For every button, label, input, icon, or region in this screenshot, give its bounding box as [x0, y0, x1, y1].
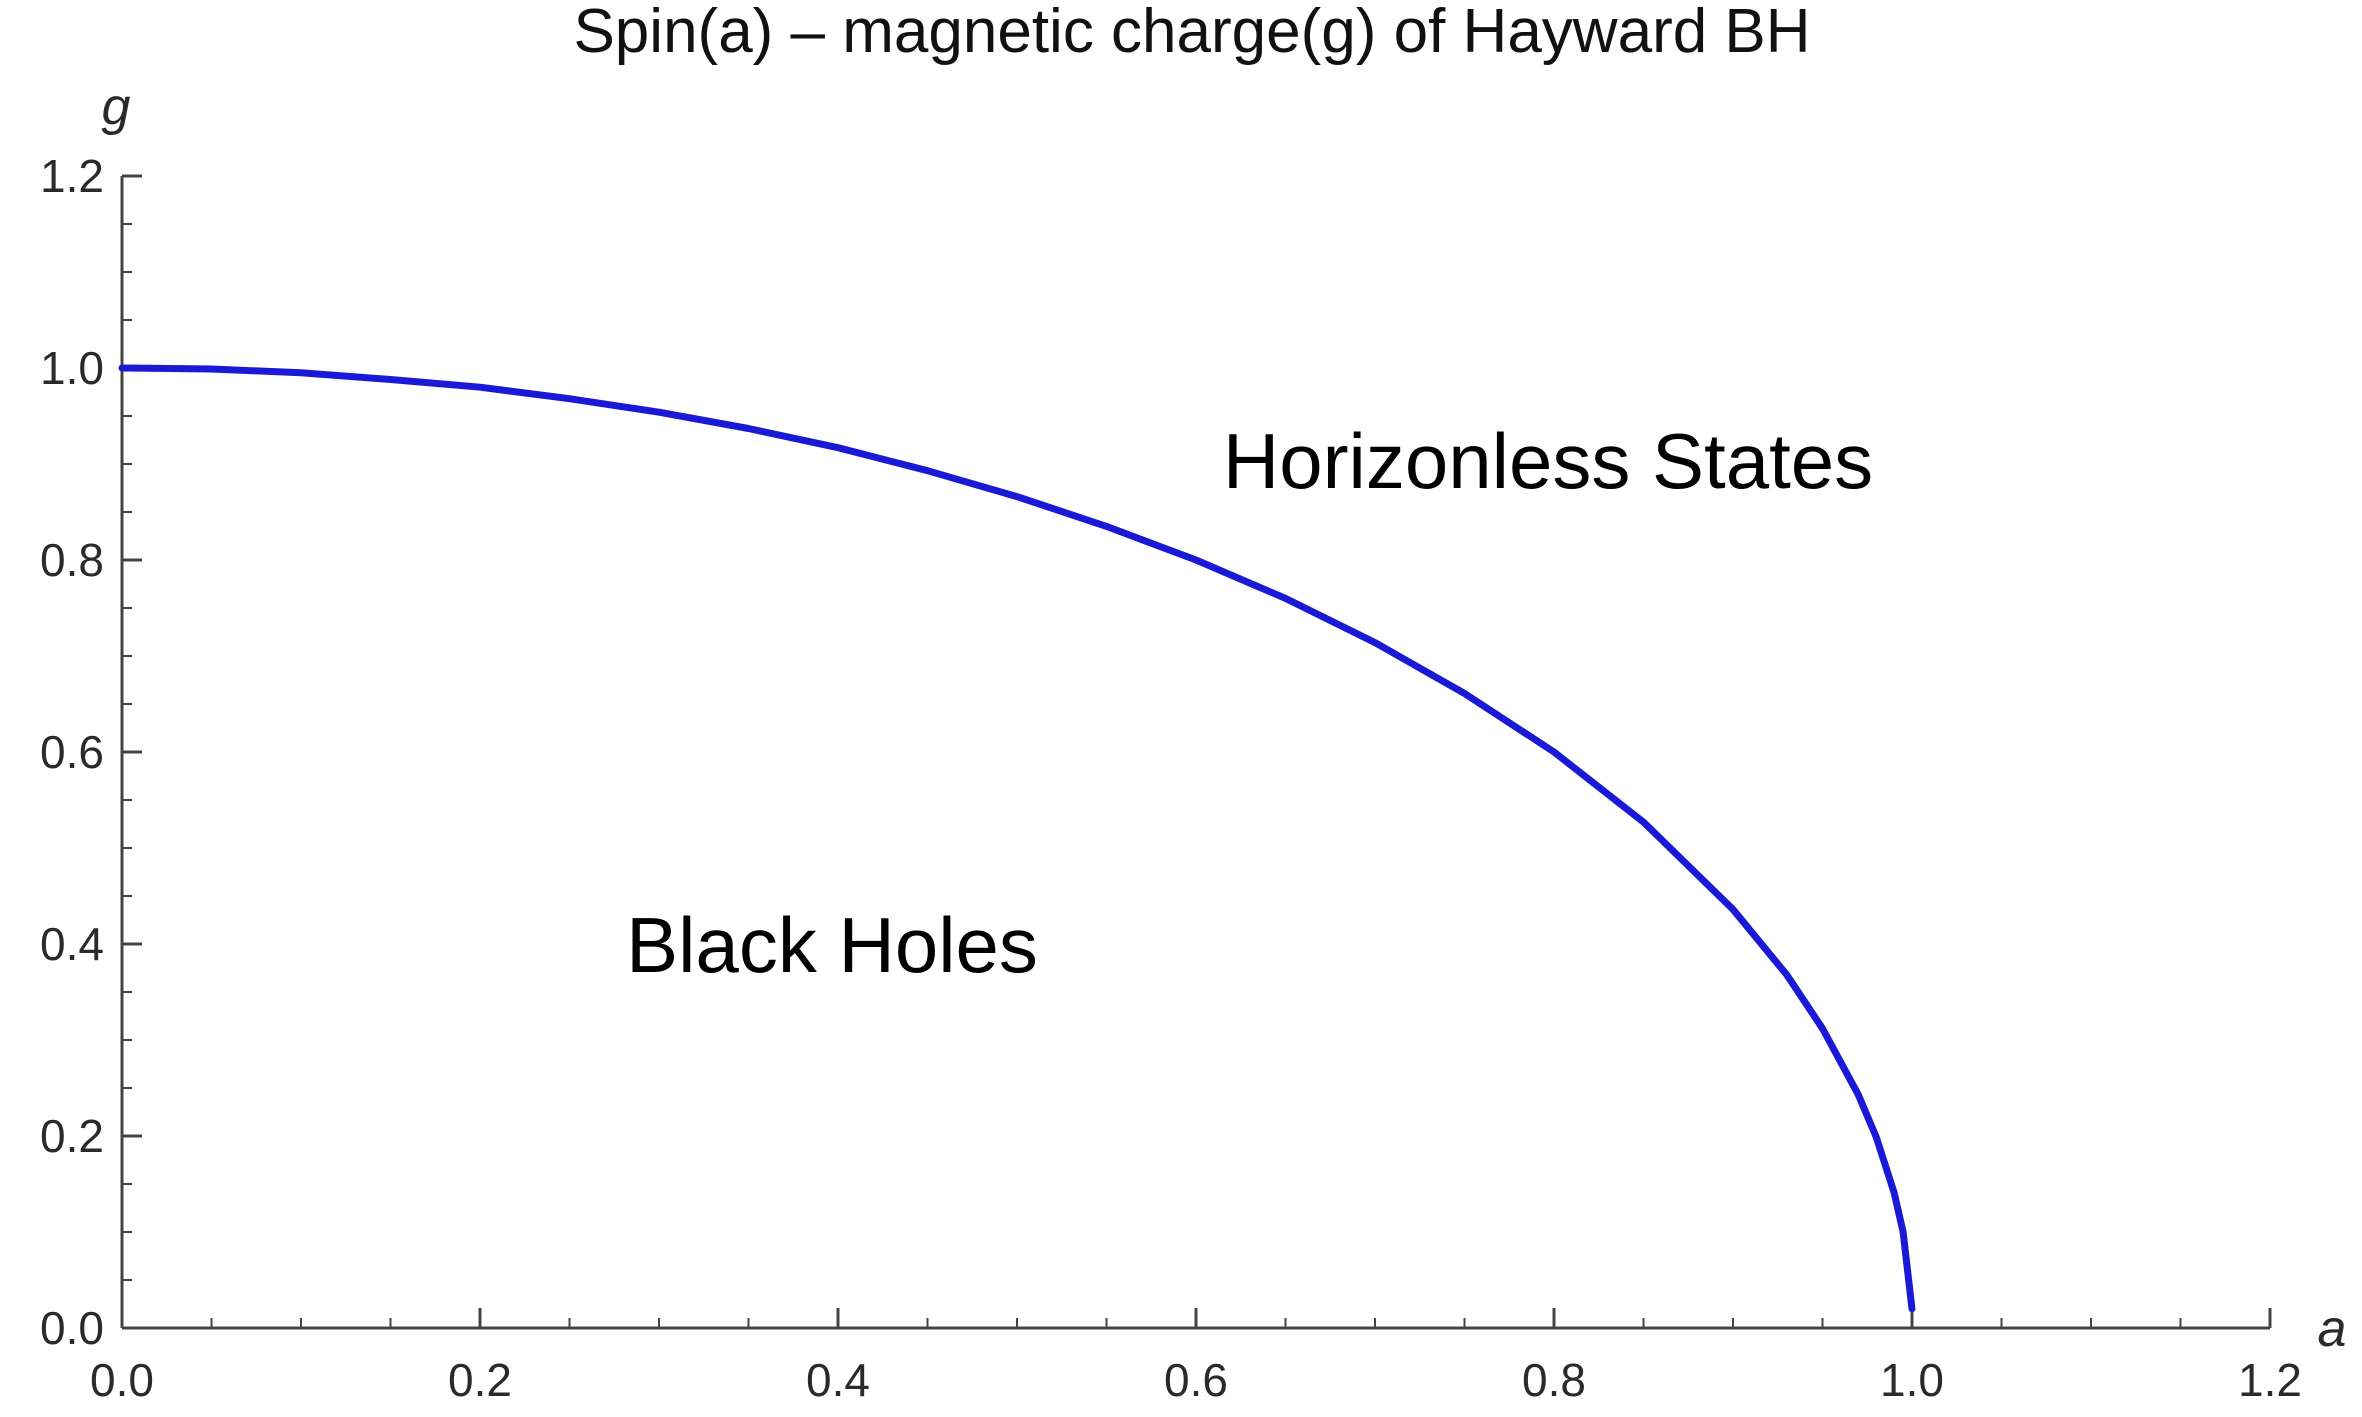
y-tick-label: 1.0 — [40, 342, 104, 394]
y-tick-label: 0.6 — [40, 726, 104, 778]
y-tick-label: 0.0 — [40, 1302, 104, 1354]
x-tick-label: 0.2 — [448, 1354, 512, 1406]
annotation-black-holes: Black Holes — [626, 901, 1038, 989]
chart-title: Spin(a) – magnetic charge(g) of Hayward … — [573, 0, 1810, 66]
x-axis-label: a — [2318, 1300, 2347, 1358]
series-line — [118, 364, 1916, 1313]
annotation-horizonless-states: Horizonless States — [1223, 417, 1873, 505]
x-tick-label: 0.8 — [1522, 1354, 1586, 1406]
tick-labels: 0.0 0.2 0.4 0.6 0.8 1.0 1.2 0.0 0.2 0.4 0.6 0.8 1.0 1… — [40, 150, 2302, 1406]
x-tick-label: 1.2 — [2238, 1354, 2302, 1406]
ticks — [120, 174, 2272, 1330]
y-tick-label: 0.2 — [40, 1110, 104, 1162]
x-tick-label: 0.6 — [1164, 1354, 1228, 1406]
x-tick-label: 1.0 — [1880, 1354, 1944, 1406]
y-tick-label: 0.4 — [40, 918, 104, 970]
x-tick-label: 0.0 — [90, 1354, 154, 1406]
y-tick-label: 1.2 — [40, 150, 104, 202]
y-tick-label: 0.8 — [40, 534, 104, 586]
y-axis-label: g — [102, 78, 131, 136]
x-tick-label: 0.4 — [806, 1354, 870, 1406]
axes — [120, 176, 2270, 1330]
